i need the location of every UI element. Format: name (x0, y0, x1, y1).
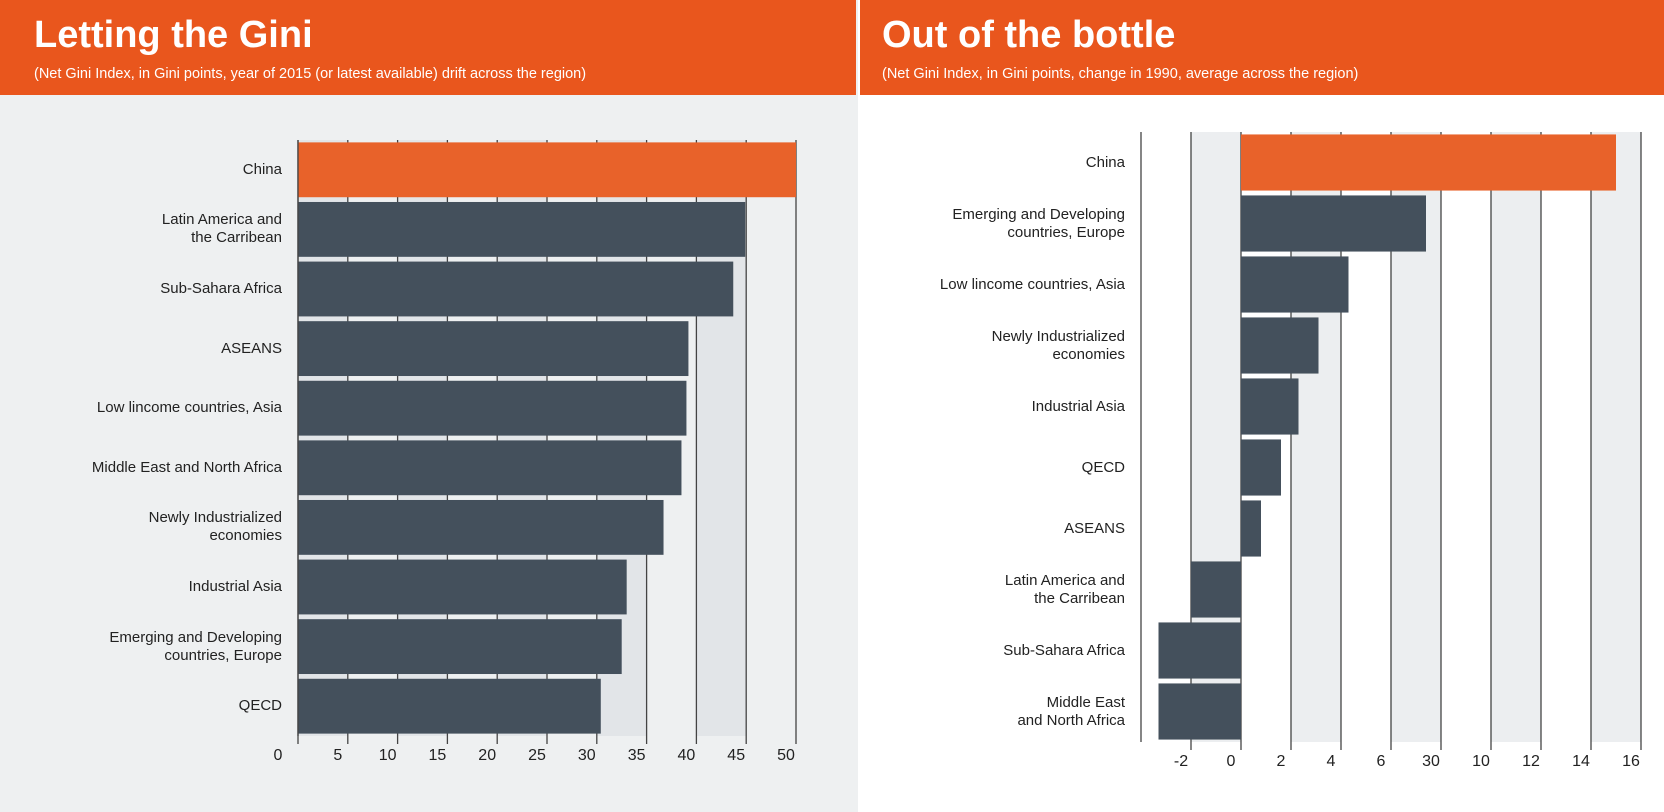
category-label: Newly Industrialized economies (991, 327, 1125, 363)
bar (298, 142, 796, 198)
category-label: Newly Industrialized economies (148, 509, 282, 545)
bar (298, 559, 627, 615)
bar (298, 499, 664, 555)
x-tick-label: 15 (429, 747, 447, 764)
x-tick-label: 40 (678, 747, 696, 764)
x-tick-label: 25 (528, 747, 546, 764)
bar (1241, 317, 1319, 374)
x-tick-label: 12 (1522, 753, 1540, 770)
x-tick-label: 45 (727, 747, 745, 764)
x-tick-label: 16 (1622, 753, 1640, 770)
x-tick-label: 4 (1327, 753, 1336, 770)
category-label: QECD (238, 697, 282, 715)
band (1491, 132, 1541, 742)
category-label: Latin America and the Carribean (1004, 571, 1125, 607)
band (1591, 132, 1641, 742)
chart-title: Letting the Gini (34, 14, 313, 56)
bar (1241, 439, 1281, 496)
x-tick-label: 5 (333, 747, 342, 764)
chart-subtitle: (Net Gini Index, in Gini points, year of… (34, 66, 587, 82)
category-label: Low lincome countries, Asia (96, 399, 282, 417)
category-label: ASEANS (1064, 519, 1125, 537)
bar (1241, 500, 1261, 557)
bar (298, 440, 682, 496)
chart-title: Out of the bottle (882, 14, 1176, 56)
x-tick-label: 14 (1572, 753, 1590, 770)
x-tick-label: 50 (777, 747, 795, 764)
category-label: Industrial Asia (188, 578, 282, 595)
x-tick-label: 10 (379, 747, 397, 764)
category-label: QECD (1081, 458, 1125, 476)
category-label: Sub-Sahara Africa (1003, 641, 1125, 659)
x-tick-label: 20 (478, 747, 496, 764)
bar (298, 321, 689, 377)
bar (1158, 683, 1241, 740)
bar (298, 201, 746, 257)
category-label: Emerging and Developing countries, Europ… (109, 628, 282, 664)
x-tick-label: 30 (1422, 753, 1440, 770)
x-tick-label: 6 (1377, 753, 1386, 770)
category-label: Emerging and Developing countries, Europ… (952, 205, 1125, 241)
category-label: Middle East and North Africa (91, 458, 282, 476)
category-label: ASEANS (221, 339, 282, 357)
category-label: China (242, 160, 282, 178)
bar (298, 261, 734, 317)
bar (1241, 134, 1616, 191)
x-tick-label: 10 (1472, 753, 1490, 770)
bar (1158, 622, 1241, 679)
category-label: Middle East and North Africa (1017, 693, 1125, 729)
category-label: Low lincome countries, Asia (939, 275, 1125, 293)
category-label: China (1085, 153, 1125, 171)
bar (298, 619, 622, 675)
x-tick-label: 35 (628, 747, 646, 764)
bar (1241, 195, 1426, 252)
category-label: Industrial Asia (1031, 397, 1125, 415)
x-tick-label: 30 (578, 747, 596, 764)
chart-subtitle: (Net Gini Index, in Gini points, change … (882, 66, 1359, 82)
bar (1191, 561, 1241, 618)
x-tick-label: -2 (1174, 753, 1188, 770)
category-label: Latin America and the Carribean (161, 211, 282, 247)
x-tick-label: 0 (1227, 753, 1236, 770)
x-tick-label: 0 (274, 747, 283, 764)
bar (298, 380, 687, 436)
bar (298, 678, 601, 734)
bar (1241, 378, 1299, 435)
x-tick-label: 2 (1277, 753, 1286, 770)
header: Out of the bottle (Net Gini Index, in Gi… (860, 0, 1664, 95)
bar (1241, 256, 1349, 313)
header: Letting the Gini (Net Gini Index, in Gin… (0, 0, 856, 95)
category-label: Sub-Sahara Africa (160, 280, 282, 297)
